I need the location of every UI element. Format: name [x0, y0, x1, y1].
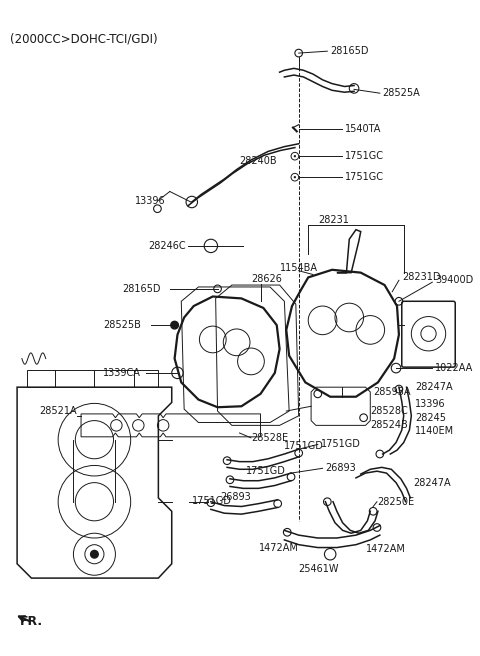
Text: 28240B: 28240B	[240, 156, 277, 166]
Text: 28165D: 28165D	[330, 46, 369, 56]
Text: 26893: 26893	[325, 463, 356, 474]
Text: 1540TA: 1540TA	[345, 125, 381, 134]
Text: 28626: 28626	[251, 274, 282, 284]
Text: 28528C: 28528C	[370, 406, 408, 416]
Text: 25461W: 25461W	[299, 564, 339, 573]
Text: 1751GC: 1751GC	[345, 151, 384, 161]
Text: 28246C: 28246C	[148, 241, 185, 251]
Circle shape	[294, 155, 296, 157]
Text: 28165D: 28165D	[122, 284, 161, 294]
Text: 28593A: 28593A	[373, 387, 411, 397]
Text: (2000CC>DOHC-TCI/GDI): (2000CC>DOHC-TCI/GDI)	[11, 32, 158, 45]
Text: 1472AM: 1472AM	[365, 544, 406, 554]
Text: 28525B: 28525B	[103, 320, 141, 330]
Circle shape	[294, 176, 296, 178]
Text: 26893: 26893	[220, 492, 251, 502]
Circle shape	[171, 321, 179, 329]
Text: 1751GC: 1751GC	[345, 172, 384, 182]
Text: 28231D: 28231D	[402, 272, 440, 283]
Text: 28247A: 28247A	[415, 382, 453, 392]
Text: 28528E: 28528E	[251, 433, 288, 443]
Text: 1751GD: 1751GD	[321, 440, 360, 449]
Text: 28524B: 28524B	[370, 420, 408, 430]
Text: 39400D: 39400D	[435, 276, 473, 285]
Text: 28247A: 28247A	[413, 478, 451, 487]
Text: 1751GD: 1751GD	[284, 441, 324, 451]
Text: 28250E: 28250E	[377, 497, 414, 506]
Text: 13396: 13396	[415, 400, 446, 409]
Text: 28231: 28231	[318, 215, 348, 225]
Text: 1472AM: 1472AM	[259, 543, 299, 552]
Text: FR.: FR.	[20, 615, 43, 628]
Circle shape	[91, 550, 98, 558]
Text: 28525A: 28525A	[383, 88, 420, 98]
Text: 1751GD: 1751GD	[192, 496, 232, 506]
Text: 1339CA: 1339CA	[103, 368, 141, 378]
Text: 1154BA: 1154BA	[279, 263, 318, 273]
Text: 28245: 28245	[415, 413, 446, 422]
Text: 28521A: 28521A	[40, 406, 77, 416]
Text: 1022AA: 1022AA	[435, 363, 473, 373]
Text: 1751GD: 1751GD	[246, 466, 286, 476]
Text: 1140EM: 1140EM	[415, 426, 454, 436]
Text: 13396: 13396	[134, 196, 165, 206]
